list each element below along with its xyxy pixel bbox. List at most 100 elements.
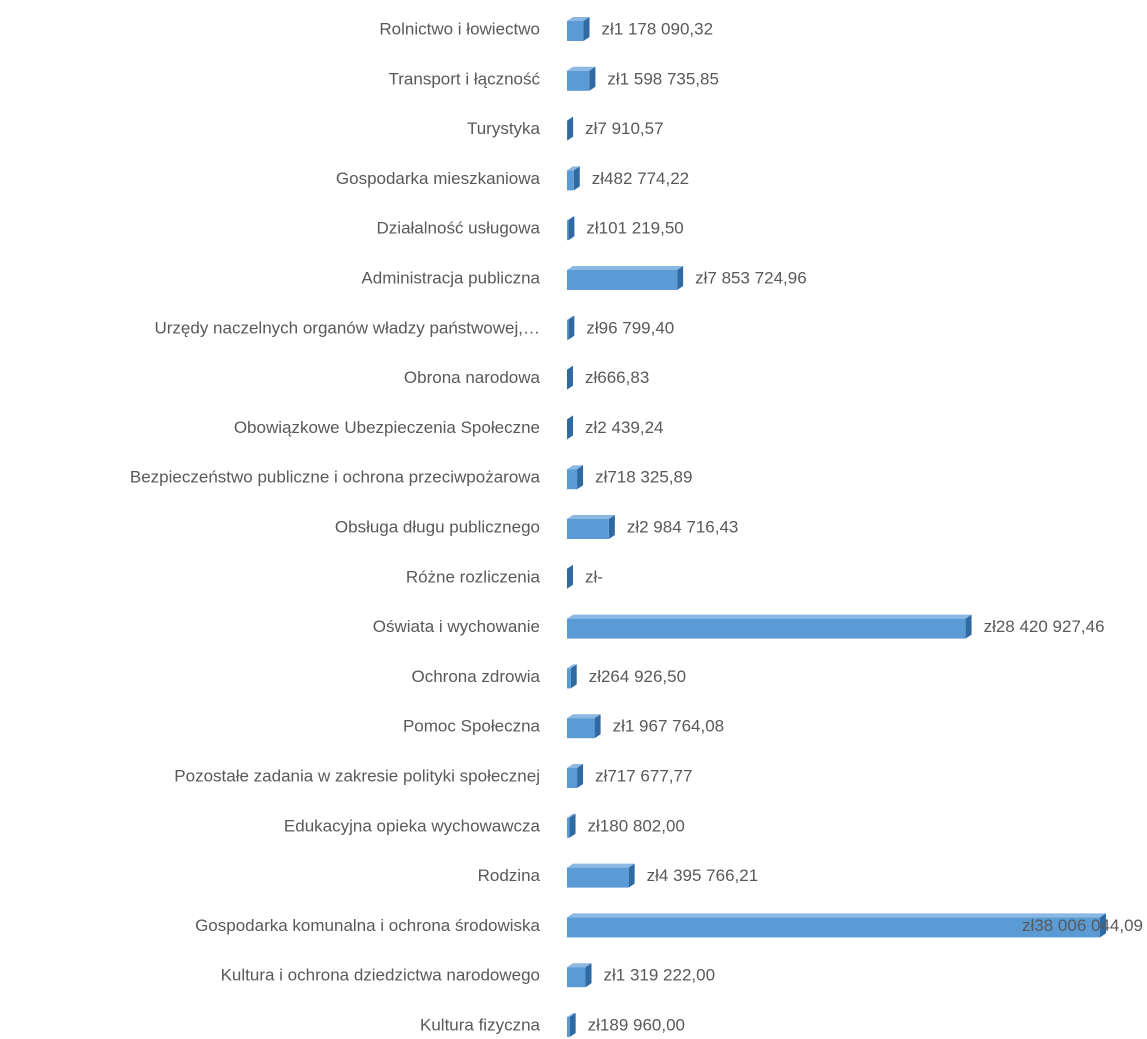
bar-top — [567, 66, 596, 71]
category-label: Bezpieczeństwo publiczne i ochrona przec… — [130, 468, 541, 487]
bar-side — [569, 1013, 576, 1037]
category-label: Administracja publiczna — [361, 268, 540, 287]
bar-side — [567, 365, 574, 390]
value-label: zł180 802,00 — [588, 816, 685, 835]
bar-side — [577, 465, 584, 490]
value-label: zł28 420 927,46 — [984, 617, 1105, 636]
bar-top — [567, 863, 635, 868]
category-label: Gospodarka komunalna i ochrona środowisk… — [195, 916, 540, 935]
bar-top — [567, 1013, 576, 1017]
value-label: zł717 677,77 — [595, 766, 692, 785]
bar — [567, 21, 584, 41]
bar — [567, 319, 569, 340]
category-label: Działalność usługowa — [377, 219, 541, 238]
bar-top — [567, 17, 590, 21]
bar — [567, 1017, 570, 1037]
bar-side — [568, 216, 575, 241]
value-label: zł4 395 766,21 — [647, 866, 759, 885]
bar-side — [583, 17, 590, 41]
value-label: zł38 006 044,09 — [1022, 916, 1143, 935]
value-label: zł101 219,50 — [586, 219, 683, 238]
bar-top — [567, 216, 575, 221]
category-label: Transport i łączność — [389, 69, 541, 88]
bar-top — [567, 315, 575, 320]
bar — [567, 967, 586, 988]
bar-side — [567, 415, 574, 440]
value-label: zł264 926,50 — [589, 667, 686, 686]
category-label: Różne rozliczenia — [406, 567, 541, 586]
value-label: zł7 910,57 — [585, 119, 663, 138]
value-label: zł7 853 724,96 — [695, 268, 807, 287]
bar-top — [567, 714, 601, 719]
bar-side — [568, 315, 575, 340]
bar-top — [567, 664, 577, 669]
bar — [567, 917, 1100, 938]
value-label: zł666,83 — [585, 368, 649, 387]
category-label: Obowiązkowe Ubezpieczenia Społeczne — [234, 418, 540, 437]
bar — [567, 220, 569, 241]
category-label: Kultura i ochrona dziedzictwa narodowego — [221, 966, 540, 985]
category-label: Ochrona zdrowia — [411, 667, 540, 686]
bar-top — [567, 465, 584, 470]
bar-side — [567, 116, 574, 141]
value-label: zł- — [585, 567, 603, 586]
category-label: Pomoc Społeczna — [403, 717, 541, 736]
bar-side — [677, 266, 684, 290]
bar — [567, 519, 609, 539]
bar — [567, 668, 571, 689]
bar — [567, 170, 574, 191]
bar — [567, 817, 570, 838]
bar-side — [628, 863, 635, 888]
bar — [567, 618, 966, 639]
category-label: Urzędy naczelnych organów władzy państwo… — [154, 318, 540, 337]
bar — [567, 867, 629, 888]
value-label: zł718 325,89 — [595, 468, 692, 487]
category-label: Edukacyjna opieka wychowawcza — [284, 816, 541, 835]
category-label: Oświata i wychowanie — [373, 617, 540, 636]
bar-top — [567, 365, 574, 370]
bar-side — [594, 714, 601, 739]
value-label: zł2 984 716,43 — [627, 517, 739, 536]
category-label: Rodzina — [478, 866, 541, 885]
category-label: Turystyka — [467, 119, 541, 138]
bar-side — [567, 564, 573, 589]
category-label: Pozostałe zadania w zakresie polityki sp… — [174, 766, 540, 785]
value-label: zł189 960,00 — [588, 1015, 685, 1034]
bar — [567, 768, 578, 788]
category-label: Obsługa długu publicznego — [335, 517, 540, 536]
value-label: zł96 799,40 — [586, 318, 674, 337]
bar-top — [567, 515, 615, 519]
bar-side — [589, 66, 596, 91]
bar-side — [608, 515, 615, 539]
bar — [567, 469, 578, 490]
value-label: zł1 967 764,08 — [613, 717, 725, 736]
bar-top — [567, 166, 580, 171]
category-label: Gospodarka mieszkaniowa — [336, 169, 541, 188]
bar — [567, 270, 678, 290]
bar — [567, 718, 595, 739]
category-label: Rolnictwo i łowiectwo — [379, 19, 540, 38]
bar-side — [1100, 913, 1106, 938]
bar-top — [567, 266, 684, 270]
bar-side — [570, 664, 577, 689]
bar-top — [567, 415, 574, 420]
bar-top — [567, 614, 972, 619]
value-label: zł482 774,22 — [592, 169, 689, 188]
bar-side — [569, 813, 576, 838]
value-label: zł1 178 090,32 — [602, 19, 714, 38]
bar-top — [567, 963, 592, 968]
bar-top — [567, 116, 574, 121]
category-label: Obrona narodowa — [404, 368, 541, 387]
bar-top — [567, 813, 576, 818]
value-label: zł1 319 222,00 — [604, 966, 716, 985]
category-label: Kultura fizyczna — [420, 1015, 541, 1034]
bar-side — [585, 963, 592, 988]
bar-side — [573, 166, 580, 191]
bar — [567, 70, 590, 91]
bar-top — [567, 913, 1106, 918]
value-label: zł2 439,24 — [585, 418, 663, 437]
bar-side — [965, 614, 972, 639]
value-label: zł1 598 735,85 — [607, 69, 719, 88]
bar-side — [577, 764, 584, 788]
